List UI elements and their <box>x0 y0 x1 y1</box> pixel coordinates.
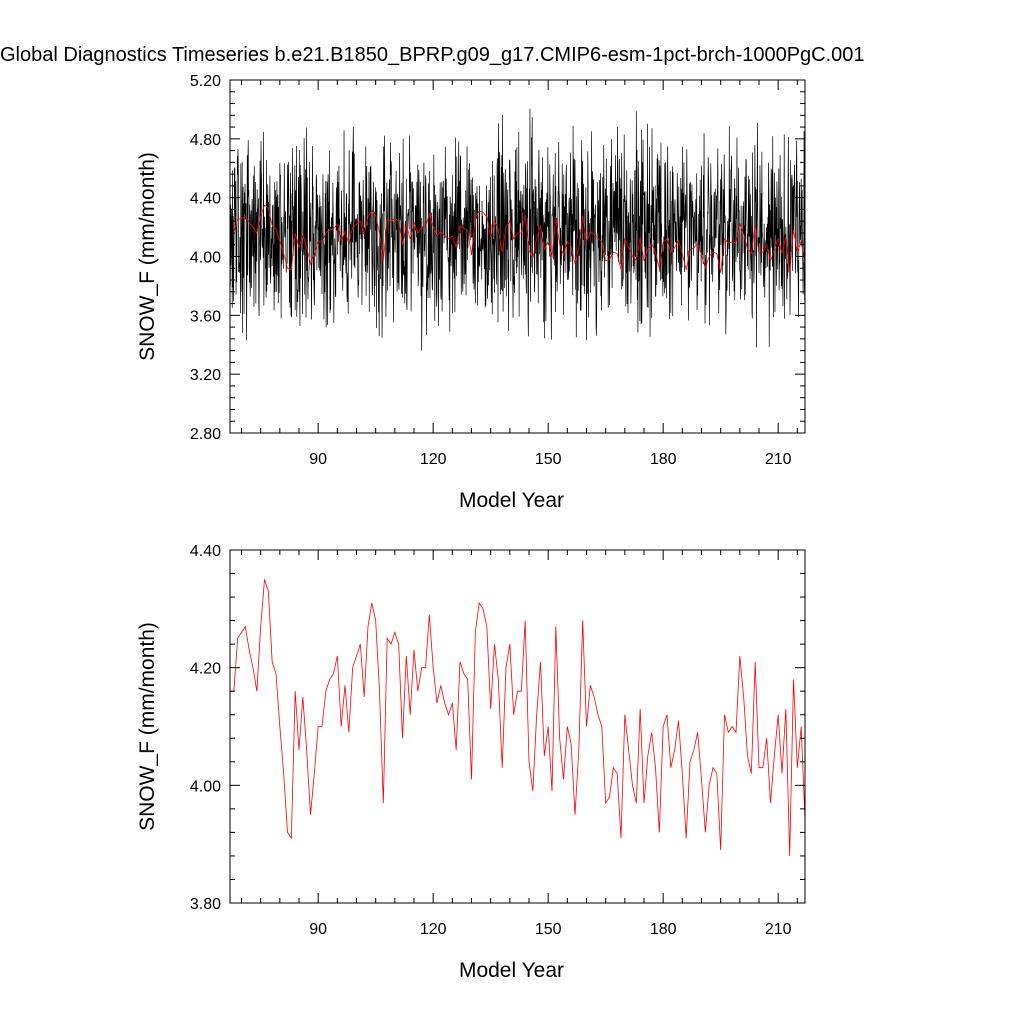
x-tick-label: 90 <box>309 451 327 468</box>
y-axis-title: SNOW_F (mm/month) <box>136 152 159 361</box>
x-tick-label: 210 <box>765 451 792 468</box>
x-axis-title: Model Year <box>459 489 564 512</box>
x-tick-label: 180 <box>650 921 677 938</box>
chart-panel-2: 90 120 150 180 210 3.80 4.00 4.20 4.40 Model Year… <box>136 543 806 982</box>
x-tick-label: 180 <box>650 451 677 468</box>
y-tick-label: 4.40 <box>190 191 221 208</box>
y-tick-label: 3.80 <box>190 896 221 913</box>
y-tick-label: 4.00 <box>190 778 221 795</box>
page-title: Global Diagnostics Timeseries b.e21.B185… <box>0 44 865 66</box>
x-tick-label: 90 <box>309 921 327 938</box>
x-tick-label: 120 <box>420 451 447 468</box>
x-axis-title: Model Year <box>459 959 564 982</box>
y-axis-title: SNOW_F (mm/month) <box>136 622 159 831</box>
x-tick-label: 150 <box>535 921 562 938</box>
x-tick-label: 120 <box>420 921 447 938</box>
series-line-annual <box>230 579 805 856</box>
series-line-annual <box>230 204 805 275</box>
y-tick-label: 3.20 <box>190 367 221 384</box>
y-tick-label: 5.20 <box>190 73 221 90</box>
x-tick-label: 150 <box>535 451 562 468</box>
chart-panel-1: 90 120 150 180 210 2.80 3.20 3.60 4.00 4.40 4.80 5.… <box>136 73 806 512</box>
y-tick-label: 4.40 <box>190 543 221 560</box>
x-tick-label: 210 <box>765 921 792 938</box>
y-tick-label: 4.80 <box>190 132 221 149</box>
y-tick-label: 2.80 <box>190 426 221 443</box>
y-tick-label: 4.00 <box>190 250 221 267</box>
y-tick-label: 3.60 <box>190 308 221 325</box>
series-line-monthly <box>230 108 805 351</box>
y-tick-label: 4.20 <box>190 661 221 678</box>
plot-frame <box>229 549 806 904</box>
